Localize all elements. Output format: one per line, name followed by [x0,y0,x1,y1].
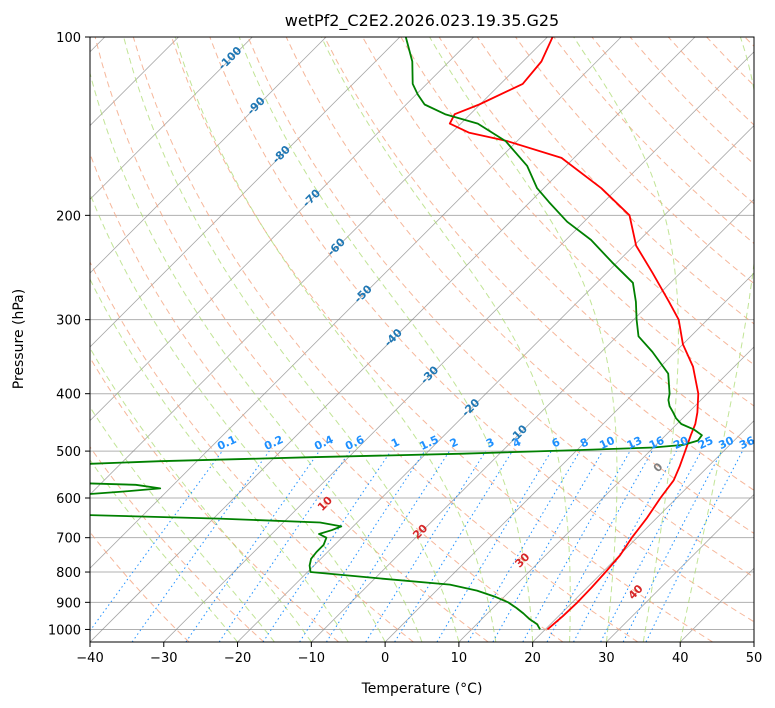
y-tick-label: 300 [56,314,81,329]
x-axis-ticks: −40 −30 −20 −10 0 10 20 30 40 50 [76,642,762,666]
isotherm-line [606,493,754,642]
x-tick-label: −20 [224,651,251,666]
x-tick-label: −30 [150,651,177,666]
moist-adiabat-line [90,278,349,642]
isotherm-line [237,124,754,642]
mixing-ratio-label: 20 [671,434,691,452]
isotherm-line [458,346,754,642]
mixing-ratio-line [573,450,677,642]
y-tick-label: 100 [56,31,81,46]
mixing-ratio-line [218,450,351,642]
plot-frame [89,36,755,643]
dry-adiabat-line [247,37,754,578]
x-tick-label: 40 [672,651,689,666]
mixing-ratio-label: 30 [717,434,737,452]
isotherm-line [90,37,253,200]
plot-area: -100-90-80-70-60-50-40-30-20-100.1 0.2 0.4… [90,37,757,642]
mixing-ratio-line [436,450,552,642]
dewpoint-profile-line [90,37,703,630]
dry-adiabat-line [90,446,265,642]
x-tick-label: 50 [746,651,763,666]
moist-adiabat-line [679,37,754,642]
moist-adiabat-line [90,459,238,642]
mixing-ratio-label: 25 [696,434,715,452]
y-tick-label: 200 [56,209,81,224]
y-tick-label: 900 [56,596,81,611]
y-tick-label: 700 [56,532,81,547]
dry-adiabat-line [209,37,754,623]
moist-adiabat-lines [90,37,754,642]
x-tick-label: 0 [381,651,389,666]
chart-title: wetPf2_C2E2.2026.023.19.35.G25 [285,11,559,31]
moist-adiabat-line [123,37,460,642]
mixing-ratio-line [467,450,581,642]
moist-adiabat-line [573,37,679,642]
mixing-ratio-line [262,450,392,642]
dry-adiabat-line [476,37,754,325]
dry-adiabat-line [438,37,754,366]
moist-adiabat-line [90,347,312,642]
y-tick-label: 400 [56,388,81,403]
moist-adiabat-line [90,192,386,642]
dry-adiabat-line [171,37,713,642]
x-axis-label: Temperature (°C) [361,681,483,697]
mixing-ratio-line [185,450,320,642]
x-tick-label: −10 [298,651,325,666]
isotherm-line [90,37,474,422]
isotherm-line [163,51,754,642]
isotherm-line [90,37,622,569]
moist-adiabat-line [174,37,497,642]
y-tick-label: 600 [56,492,81,507]
moist-adiabat-line [429,37,618,642]
y-tick-label: 500 [56,445,81,460]
mixing-ratio-label: 13 [625,434,644,452]
dry-adiabat-line [94,37,564,642]
dry-adiabat-line [132,37,639,642]
dry-adiabat-line [90,260,414,642]
y-tick-label: 1000 [48,623,81,638]
mixing-ratio-label: 36 [737,434,757,452]
moist-adiabat-line [320,37,571,642]
y-tick-label: 800 [56,566,81,581]
moist-adiabat-line [238,37,534,642]
mixing-ratio-label: 16 [647,434,667,452]
dry-adiabat-line [323,37,754,491]
x-tick-label: −40 [76,651,103,666]
mixing-ratio-line [299,450,426,642]
x-tick-label: 20 [524,651,541,666]
mixing-ratio-label: 10 [597,434,617,452]
moist-adiabat-line [90,71,423,642]
temperature-profile-line [448,37,700,631]
y-axis-label: Pressure (hPa) [11,289,27,389]
isotherm-line [384,272,754,642]
profile-series [90,37,703,631]
mixing-ratio-line [394,450,513,642]
mixing-ratio-lines [90,450,743,642]
dry-adiabat-line [515,37,754,285]
isotherm-line [90,37,548,496]
isotherm-line [90,37,401,348]
mixing-ratio-line [325,450,450,642]
mixing-ratio-line [365,450,487,642]
isotherm-line [90,37,327,274]
dry-adiabat-lines [90,37,754,642]
dry-adiabat-line [285,37,754,535]
mixing-ratio-line [131,450,270,642]
isotherm-line [532,420,754,642]
y-axis-ticks: 100 200 300 400 500 600 700 800 900 1000 [48,31,90,638]
x-tick-label: 30 [598,651,615,666]
x-tick-label: 10 [451,651,468,666]
